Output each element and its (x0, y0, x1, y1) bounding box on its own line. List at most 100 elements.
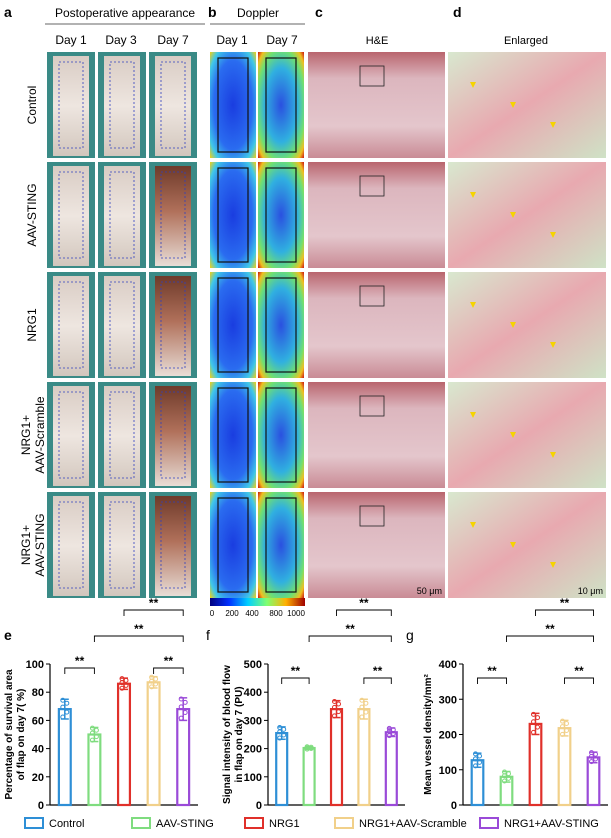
he-image (308, 272, 445, 378)
arrowhead-icon (510, 212, 516, 218)
data-point (178, 715, 184, 721)
data-point (336, 701, 341, 707)
doppler-image (258, 272, 304, 378)
doppler-image (258, 162, 304, 268)
data-point (560, 718, 565, 724)
doppler-image (258, 382, 304, 488)
legend-swatch (479, 817, 499, 829)
data-point (473, 756, 478, 762)
bar-NRG1+AAV-Scramble (146, 681, 161, 807)
arrowhead-icon (550, 342, 556, 348)
data-point (332, 699, 337, 705)
flap-photo (155, 56, 191, 156)
day-label: Day 7 (266, 33, 298, 47)
legend-swatch (244, 817, 264, 829)
row-label-line: AAV-Scramble (33, 396, 47, 473)
doppler-image (210, 162, 256, 268)
data-point (589, 759, 594, 765)
arrowhead-icon (510, 322, 516, 328)
flap-outline (160, 61, 186, 149)
doppler-roi (217, 387, 249, 483)
data-point (332, 713, 337, 719)
data-point (386, 728, 392, 734)
data-point (535, 715, 540, 721)
flap-outline (109, 281, 135, 369)
legend-swatch (334, 817, 354, 829)
y-axis-label-line: Percentage of survival area (4, 669, 15, 800)
row-label: NRG1+AAV-Scramble (19, 396, 47, 473)
y-tick-label: 400 (244, 687, 262, 699)
flap-outline (109, 61, 135, 149)
he-zoom-box (359, 175, 385, 197)
y-tick-label: 80 (32, 687, 44, 699)
flap-photo (104, 166, 140, 266)
data-point (281, 732, 287, 738)
data-point (336, 709, 341, 715)
doppler-roi (265, 497, 297, 593)
legend-label: AAV-STING (156, 818, 214, 830)
significance-bracket (363, 677, 392, 684)
doppler-roi (217, 57, 249, 153)
significance-bracket (477, 677, 507, 684)
doppler-image (210, 492, 256, 598)
panel-label-g: g (406, 627, 414, 643)
he-zoom-box (359, 285, 385, 307)
doppler-roi (265, 167, 297, 263)
data-point (506, 771, 511, 777)
data-point (182, 710, 188, 716)
data-point (89, 725, 95, 731)
flap-outline (58, 501, 84, 589)
header-he: H&E (366, 35, 389, 47)
bar-Control (275, 731, 289, 807)
chart-g: g 0 100 200 300 400 Mean vessel density/mm² ** *… (406, 596, 608, 812)
row-label-line: NRG1 (25, 308, 39, 342)
significance-bracket (336, 609, 392, 616)
significance-bracket (153, 667, 184, 674)
flap-photo (53, 496, 89, 596)
flap-photo (104, 56, 140, 156)
y-tick-label: 100 (439, 765, 457, 777)
y-axis-label: Mean vessel density/mm² (423, 674, 434, 795)
header-doppler: Doppler (237, 6, 279, 20)
bar-NRG1+AAV-STING (586, 756, 601, 807)
legend: Control AAV-STING NRG1 NRG1+AAV-Scramble NRG… (24, 817, 599, 830)
y-tick-label: 200 (244, 744, 262, 756)
data-point (560, 724, 565, 730)
y-tick-label: 300 (439, 694, 457, 706)
flap-photo (53, 386, 89, 486)
flap-photo (155, 386, 191, 486)
significance-label: ** (487, 664, 497, 678)
panel-label-d: d (453, 4, 462, 20)
doppler-image (258, 492, 304, 598)
flap-photo (104, 386, 140, 486)
significance-label: ** (164, 654, 174, 668)
y-tick-label: 20 (32, 772, 44, 784)
he-zoom-box (359, 505, 385, 527)
data-point (149, 684, 155, 690)
y-tick-label: 0 (256, 800, 262, 812)
significance-label: ** (291, 664, 301, 678)
significance-label: ** (373, 664, 383, 678)
significance-label: ** (346, 622, 356, 636)
row-label: AAV-STING (25, 183, 39, 246)
significance-bracket (506, 635, 594, 642)
flap-outline (58, 61, 84, 149)
doppler-image (210, 52, 256, 158)
y-axis-label-line: of flap on day 7( %) (16, 689, 27, 781)
doppler-colorbar (210, 598, 305, 606)
data-point (119, 685, 125, 691)
data-point (64, 700, 70, 706)
data-point (531, 729, 536, 735)
row-label-line: AAV-STING (25, 183, 39, 246)
bar-NRG1+AAV-Scramble (557, 727, 572, 807)
doppler-roi (217, 277, 249, 373)
arrowhead-icon (550, 232, 556, 238)
row-label-line: AAV-STING (33, 513, 47, 576)
data-point (359, 704, 365, 710)
arrowhead-icon (470, 522, 476, 528)
data-point (359, 714, 365, 720)
data-point (473, 763, 478, 769)
data-point (89, 730, 95, 736)
